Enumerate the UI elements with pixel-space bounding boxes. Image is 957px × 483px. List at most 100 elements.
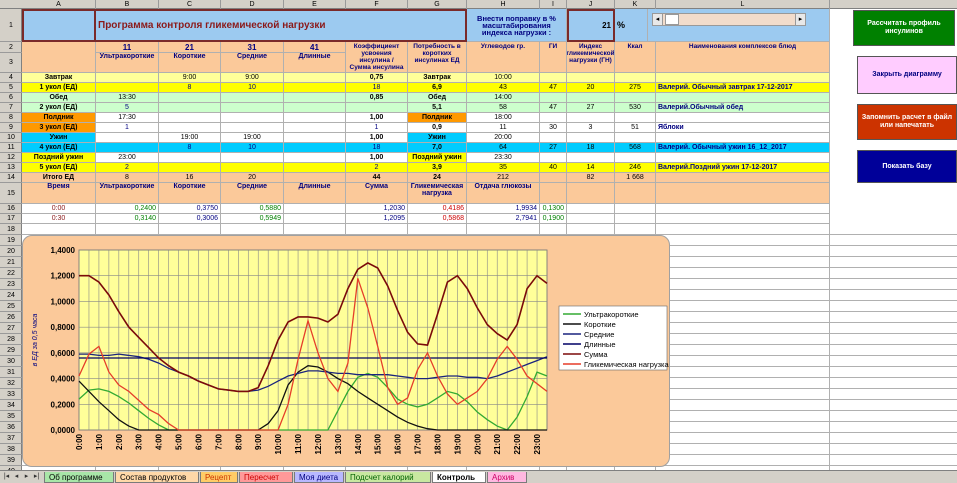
cell-a14[interactable]: Итого ЕД (22, 173, 96, 183)
time-blank-10-1[interactable] (615, 214, 656, 224)
cell-h8[interactable]: 18:00 (467, 113, 540, 123)
slider-right-arrow-icon[interactable]: ▸ (795, 14, 805, 25)
cell-a7[interactable]: 2 укол (ЕД) (22, 103, 96, 113)
row-header-1[interactable]: 1 (0, 9, 22, 42)
cell-h11[interactable]: 64 (467, 143, 540, 153)
cell-i4[interactable] (540, 73, 567, 83)
cell-b8[interactable]: 17:30 (96, 113, 159, 123)
row-header-25[interactable]: 25 (0, 301, 22, 312)
cell-h14[interactable]: 212 (467, 173, 540, 183)
row-header-6[interactable]: 6 (0, 93, 22, 103)
cell-j6[interactable] (567, 93, 615, 103)
cell-l14[interactable] (656, 173, 830, 183)
cell-g6[interactable]: Обед (408, 93, 467, 103)
time-blank-11-0[interactable] (656, 204, 830, 214)
cell-d10[interactable]: 19:00 (221, 133, 284, 143)
row-header-39[interactable]: 39 (0, 455, 22, 466)
tab-8[interactable]: Архив (487, 472, 527, 483)
time-cell-t-1[interactable]: 0:30 (22, 214, 96, 224)
cell-e9[interactable] (284, 123, 346, 133)
cell-k9[interactable]: 51 (615, 123, 656, 133)
row-header-20[interactable]: 20 (0, 246, 22, 257)
cell-a6[interactable]: Обед (22, 93, 96, 103)
cell-l8[interactable] (656, 113, 830, 123)
tab-prev-icon[interactable]: ◂ (14, 473, 19, 480)
cell-b13[interactable]: 2 (96, 163, 159, 173)
cell-g4[interactable]: Завтрак (408, 73, 467, 83)
cell-a13[interactable]: 5 укол (ЕД) (22, 163, 96, 173)
cell-a9[interactable]: 3 укол (ЕД) (22, 123, 96, 133)
cell-h13[interactable]: 35 (467, 163, 540, 173)
row-header-40[interactable]: 40 (0, 466, 22, 470)
insulin-chart[interactable]: 0,0000 0,2000 0,4000 0,6000 0,8000 1,0000 1,20… (22, 235, 670, 467)
cell-k6[interactable] (615, 93, 656, 103)
tab-next-icon[interactable]: ▸ (24, 473, 29, 480)
cell-e10[interactable] (284, 133, 346, 143)
cell-f12[interactable]: 1,00 (346, 153, 408, 163)
column-header-b[interactable]: B (96, 0, 159, 9)
cell-k13[interactable]: 246 (615, 163, 656, 173)
slider-thumb[interactable] (665, 14, 679, 25)
show-base-button[interactable]: Показать базу (857, 150, 957, 183)
cell-d13[interactable] (221, 163, 284, 173)
row-header-12[interactable]: 12 (0, 153, 22, 163)
row-header-34[interactable]: 34 (0, 400, 22, 411)
cell-l12[interactable] (656, 153, 830, 163)
cell-g11[interactable]: 7,0 (408, 143, 467, 153)
calc-profile-button[interactable]: Рассчитать профиль инсулинов (853, 10, 955, 46)
cell-i5[interactable]: 47 (540, 83, 567, 93)
cell-d12[interactable] (221, 153, 284, 163)
row-header-15[interactable]: 15 (0, 183, 22, 204)
column-header-i[interactable]: I (540, 0, 567, 9)
cell-c10[interactable]: 19:00 (159, 133, 221, 143)
row-header-19[interactable]: 19 (0, 235, 22, 246)
time-cell-m-1[interactable]: 0,5949 (221, 214, 284, 224)
row-header-16[interactable]: 16 (0, 204, 22, 214)
cell-a1[interactable] (22, 9, 96, 42)
column-header-h[interactable]: H (467, 0, 540, 9)
row-header-13[interactable]: 13 (0, 163, 22, 173)
cell-e6[interactable] (284, 93, 346, 103)
cell-h7[interactable]: 58 (467, 103, 540, 113)
cell-l4[interactable] (656, 73, 830, 83)
time-blank-10-0[interactable] (615, 204, 656, 214)
cell-k11[interactable]: 568 (615, 143, 656, 153)
cell-b14[interactable]: 8 (96, 173, 159, 183)
cell-b7[interactable]: 5 (96, 103, 159, 113)
cell-j12[interactable] (567, 153, 615, 163)
time-cell-u-1[interactable]: 0,3140 (96, 214, 159, 224)
cell-l9[interactable]: Яблоки (656, 123, 830, 133)
time-cell-sum-1[interactable]: 1,2095 (346, 214, 408, 224)
row-header-11[interactable]: 11 (0, 143, 22, 153)
cell-b9[interactable]: 1 (96, 123, 159, 133)
cell-h9[interactable]: 11 (467, 123, 540, 133)
time-header-blank-8[interactable] (540, 183, 567, 204)
tab-2[interactable]: Состав продуктов (115, 472, 199, 483)
cell-j10[interactable] (567, 133, 615, 143)
cell-e12[interactable] (284, 153, 346, 163)
cell-k8[interactable] (615, 113, 656, 123)
cell-i11[interactable]: 27 (540, 143, 567, 153)
cell-c7[interactable] (159, 103, 221, 113)
cell-d6[interactable] (221, 93, 284, 103)
column-header-j[interactable]: J (567, 0, 615, 9)
time-cell-gl-1[interactable]: 2,7941 (467, 214, 540, 224)
cell-a11[interactable]: 4 укол (ЕД) (22, 143, 96, 153)
cell-b4[interactable] (96, 73, 159, 83)
cell-k7[interactable]: 530 (615, 103, 656, 113)
cell-g12[interactable]: Поздний ужин (408, 153, 467, 163)
row-header-18[interactable]: 18 (0, 224, 22, 235)
column-header-k[interactable]: K (615, 0, 656, 9)
cell-d14[interactable]: 20 (221, 173, 284, 183)
time-cell-l-1[interactable] (284, 214, 346, 224)
cell-b10[interactable] (96, 133, 159, 143)
cell-a5[interactable]: 1 укол (ЕД) (22, 83, 96, 93)
time-cell-s-1[interactable]: 0,3006 (159, 214, 221, 224)
row-header-37[interactable]: 37 (0, 433, 22, 444)
row-header-21[interactable]: 21 (0, 257, 22, 268)
cell-c11[interactable]: 8 (159, 143, 221, 153)
column-header-e[interactable]: E (284, 0, 346, 9)
tab-6[interactable]: Подсчет калорий (345, 472, 431, 483)
cell-b6[interactable]: 13:30 (96, 93, 159, 103)
cell-f8[interactable]: 1,00 (346, 113, 408, 123)
